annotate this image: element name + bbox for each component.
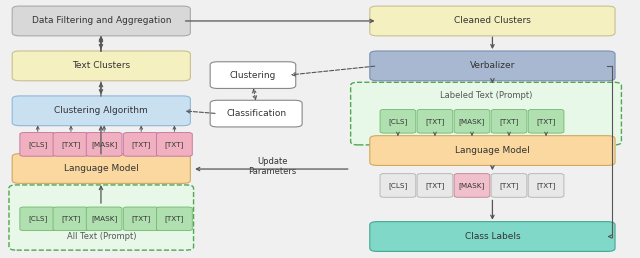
Text: [TXT]: [TXT] <box>61 141 81 148</box>
Text: [TXT]: [TXT] <box>426 182 445 189</box>
FancyBboxPatch shape <box>53 207 89 231</box>
FancyBboxPatch shape <box>491 174 527 197</box>
Text: [CLS]: [CLS] <box>28 215 47 222</box>
FancyBboxPatch shape <box>370 51 615 81</box>
FancyBboxPatch shape <box>124 207 159 231</box>
FancyBboxPatch shape <box>86 207 122 231</box>
Text: Data Filtering and Aggregation: Data Filtering and Aggregation <box>31 17 171 26</box>
Text: [TXT]: [TXT] <box>499 182 518 189</box>
FancyBboxPatch shape <box>454 174 490 197</box>
FancyBboxPatch shape <box>20 133 56 156</box>
FancyBboxPatch shape <box>12 154 190 183</box>
FancyBboxPatch shape <box>9 185 193 250</box>
FancyBboxPatch shape <box>12 6 190 36</box>
Text: Verbalizer: Verbalizer <box>470 61 515 70</box>
Text: [TXT]: [TXT] <box>61 215 81 222</box>
FancyBboxPatch shape <box>370 136 615 165</box>
FancyBboxPatch shape <box>12 51 190 81</box>
Text: Update
Parameters: Update Parameters <box>248 157 296 176</box>
Text: Clustering Algorithm: Clustering Algorithm <box>54 106 148 115</box>
FancyBboxPatch shape <box>370 222 615 251</box>
Text: [CLS]: [CLS] <box>388 118 408 125</box>
Text: Language Model: Language Model <box>64 164 139 173</box>
Text: All Text (Prompt): All Text (Prompt) <box>67 232 136 241</box>
FancyBboxPatch shape <box>491 109 527 133</box>
FancyBboxPatch shape <box>124 133 159 156</box>
FancyBboxPatch shape <box>528 109 564 133</box>
Text: [TXT]: [TXT] <box>536 118 556 125</box>
FancyBboxPatch shape <box>380 174 416 197</box>
FancyBboxPatch shape <box>157 133 192 156</box>
FancyBboxPatch shape <box>210 62 296 88</box>
FancyBboxPatch shape <box>454 109 490 133</box>
Text: [TXT]: [TXT] <box>164 141 184 148</box>
FancyBboxPatch shape <box>417 174 453 197</box>
Text: [TXT]: [TXT] <box>164 215 184 222</box>
Text: [MASK]: [MASK] <box>459 182 485 189</box>
Text: Classification: Classification <box>226 109 286 118</box>
FancyBboxPatch shape <box>370 6 615 36</box>
FancyBboxPatch shape <box>417 109 453 133</box>
FancyBboxPatch shape <box>53 133 89 156</box>
Text: [TXT]: [TXT] <box>132 141 151 148</box>
FancyBboxPatch shape <box>210 100 302 127</box>
FancyBboxPatch shape <box>528 174 564 197</box>
Text: Cleaned Clusters: Cleaned Clusters <box>454 17 531 26</box>
Text: Labeled Text (Prompt): Labeled Text (Prompt) <box>440 91 532 100</box>
Text: [CLS]: [CLS] <box>28 141 47 148</box>
Text: [MASK]: [MASK] <box>91 215 117 222</box>
FancyBboxPatch shape <box>20 207 56 231</box>
Text: [TXT]: [TXT] <box>536 182 556 189</box>
Text: [TXT]: [TXT] <box>426 118 445 125</box>
Text: Class Labels: Class Labels <box>465 232 520 241</box>
Text: [MASK]: [MASK] <box>91 141 117 148</box>
Text: [TXT]: [TXT] <box>499 118 518 125</box>
FancyBboxPatch shape <box>157 207 192 231</box>
Text: Language Model: Language Model <box>455 146 530 155</box>
Text: Text Clusters: Text Clusters <box>72 61 131 70</box>
Text: [CLS]: [CLS] <box>388 182 408 189</box>
FancyBboxPatch shape <box>351 82 621 145</box>
FancyBboxPatch shape <box>12 96 190 126</box>
Text: Clustering: Clustering <box>230 71 276 80</box>
Text: [TXT]: [TXT] <box>132 215 151 222</box>
FancyBboxPatch shape <box>380 109 416 133</box>
Text: [MASK]: [MASK] <box>459 118 485 125</box>
FancyBboxPatch shape <box>86 133 122 156</box>
